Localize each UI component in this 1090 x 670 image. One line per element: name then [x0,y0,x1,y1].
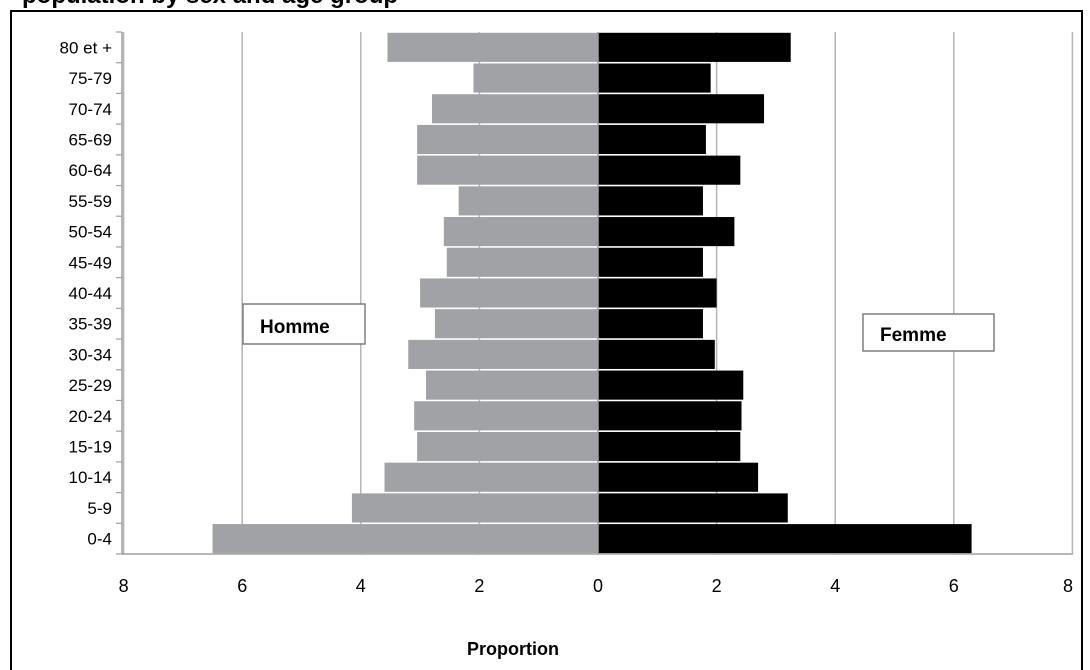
x-tick-label: 2 [712,576,722,596]
axes [116,31,1073,555]
bar-femme-75-79 [598,63,711,93]
bar-homme-25-29 [426,370,598,400]
bar-femme-0-4 [598,524,972,554]
x-axis-title: Proportion [467,639,559,659]
y-tick-label: 80 et + [60,38,113,57]
y-tick-label: 20-24 [69,407,112,426]
bar-femme-65-69 [598,124,706,155]
y-tick-label: 30-34 [69,345,112,364]
bar-homme-0-4 [212,524,599,554]
y-tick-label: 5-9 [87,499,112,518]
legend-label-homme: Homme [260,317,330,338]
bar-femme-10-14 [598,462,759,492]
y-tick-label: 10-14 [69,468,112,487]
bar-femme-80 et + [598,32,791,62]
y-tick-label: 40-44 [69,284,112,303]
bar-femme-55-59 [598,186,703,216]
bar-homme-15-19 [417,431,598,462]
bar-femme-45-49 [598,247,703,277]
bar-femme-30-34 [598,339,715,369]
labels: 0-4 5-9 10-14 15-19 20-24 25-29 30-34 35-39 40-4… [60,38,1073,596]
bar-homme-20-24 [414,401,598,431]
bar-homme-60-64 [417,155,598,185]
legend-box-homme [242,303,366,345]
y-tick-label: 65-69 [69,130,112,149]
bar-homme-35-39 [434,309,598,339]
bars [212,32,972,554]
y-tick-label: 25-29 [69,376,112,395]
bar-femme-60-64 [598,155,741,185]
bar-femme-40-44 [598,278,717,308]
bar-femme-70-74 [598,94,765,124]
title-strip: population by sex and age group [0,0,1090,8]
bar-homme-10-14 [384,462,598,492]
y-tick-label: 60-64 [69,161,112,180]
x-tick-label: 4 [830,576,840,596]
bar-femme-50-54 [598,217,735,247]
y-tick-label: 15-19 [69,438,112,457]
y-tick-label: 55-59 [69,192,112,211]
y-tick-label: 0-4 [87,530,112,549]
bar-homme-30-34 [408,339,598,369]
bar-femme-35-39 [598,309,703,339]
legend-label-femme: Femme [880,325,947,346]
y-tick-label: 75-79 [69,69,112,88]
x-tick-label: 6 [949,576,959,596]
x-tick-label: 0 [593,576,603,596]
bar-homme-65-69 [417,124,598,155]
y-tick-label: 70-74 [69,100,112,119]
bar-homme-75-79 [473,63,598,93]
bar-homme-70-74 [431,94,598,124]
bar-homme-80 et + [387,32,598,62]
bar-homme-55-59 [458,186,598,216]
chart-frame [10,10,1083,670]
bar-homme-45-49 [446,247,598,277]
bar-femme-20-24 [598,401,742,431]
chart-title: population by sex and age group [22,0,398,8]
bar-homme-5-9 [351,493,598,523]
bar-femme-15-19 [598,431,741,462]
y-tick-label: 35-39 [69,315,112,334]
x-tick-label: 2 [474,576,484,596]
x-tick-label: 8 [119,576,129,596]
bar-homme-40-44 [420,278,598,308]
x-tick-label: 8 [1063,576,1073,596]
y-tick-label: 50-54 [69,223,112,242]
bar-homme-50-54 [443,217,598,247]
x-tick-label: 4 [356,576,366,596]
x-tick-label: 6 [237,576,247,596]
bar-femme-5-9 [598,493,788,523]
y-tick-label: 45-49 [69,253,112,272]
legend-box-femme [862,313,995,352]
bar-femme-25-29 [598,370,744,400]
